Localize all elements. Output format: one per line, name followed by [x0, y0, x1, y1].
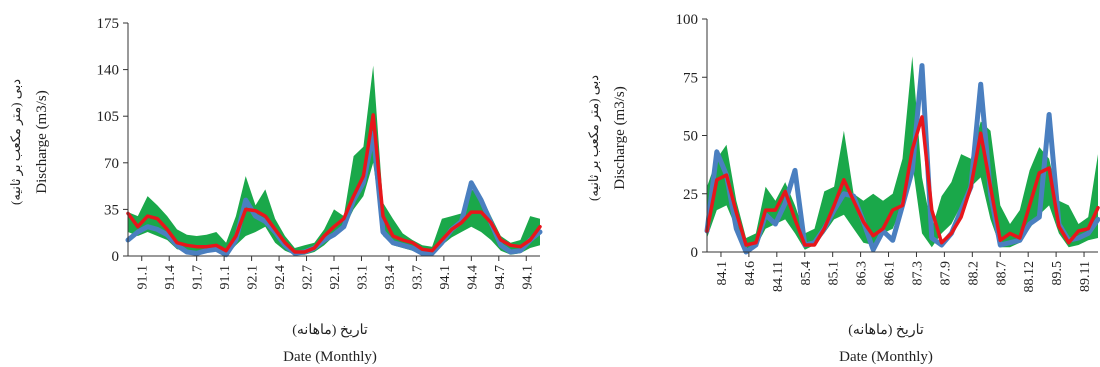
right-x-tick-label: 88.7: [994, 261, 1009, 286]
left-x-tick-label: 91.1: [136, 265, 151, 290]
left-x-tick-label: 92.1: [246, 265, 261, 290]
right-y-tick-label: 0: [691, 245, 699, 261]
right-y-tick-label: 100: [676, 12, 699, 28]
left-x-tick-label: 93.7: [410, 265, 425, 290]
left-observed-line: [125, 131, 543, 258]
left-y-tick-label: 70: [104, 156, 119, 172]
left-x-tick-label: 94.1: [520, 265, 535, 290]
left-x-tick-label: 91.1: [218, 265, 233, 290]
right-x-tick-label: 84.1: [715, 261, 730, 286]
left-y-tick-label: 140: [97, 63, 120, 79]
right-x-tick-label: 86.3: [855, 261, 870, 286]
left-y-tick-label: 0: [112, 249, 120, 265]
right-x-tick-label: 88.2: [966, 261, 981, 286]
left-x-tick-label: 94.4: [465, 265, 480, 290]
right-y-label-persian: دبی (متر مکعب بر ثانیه): [586, 75, 602, 201]
right-x-tick-label: 89.5: [1050, 261, 1065, 286]
left-x-tick-label: 94.7: [493, 265, 508, 290]
right-x-tick-label: 87.9: [938, 261, 953, 286]
right-simulated-line: [705, 115, 1100, 247]
right-y-tick-label: 75: [683, 70, 698, 86]
right-x-tick-label: 87.3: [911, 261, 926, 286]
left-x-tick-label: 93.4: [383, 265, 398, 290]
left-x-tick-label: 91.4: [163, 265, 178, 290]
right-y-label: Discharge (m3/s): [612, 86, 628, 189]
right-y-tick-label: 25: [683, 187, 698, 203]
right-x-tick-label: 85.4: [799, 261, 814, 286]
right-x-label: Date (Monthly): [839, 349, 933, 365]
left-simulated-line: [126, 113, 542, 254]
left-x-tick-label: 93.1: [356, 265, 371, 290]
left-x-tick-label: 91.7: [191, 265, 206, 290]
left-y-tick-label: 175: [97, 16, 120, 32]
left-chart: دبی (متر مکعب بر ثانیه) Discharge (m3/s)…: [8, 16, 543, 365]
right-x-tick-label: 85.1: [827, 261, 842, 286]
left-y-label-persian: دبی (متر مکعب بر ثانیه): [8, 79, 24, 205]
left-x-tick-label: 92.1: [328, 265, 343, 290]
right-x-tick-label: 89.11: [1078, 261, 1093, 292]
right-y-tick-label: 50: [683, 129, 698, 145]
right-chart: دبی (متر مکعب بر ثانیه) Discharge (m3/s)…: [586, 12, 1100, 365]
left-x-tick-label: 94.1: [438, 265, 453, 290]
right-x-tick-label: 84.11: [771, 261, 786, 292]
right-x-tick-label: 84.6: [743, 261, 758, 286]
left-x-label: Date (Monthly): [283, 349, 377, 365]
left-x-tick-label: 92.7: [301, 265, 316, 290]
left-y-tick-label: 35: [104, 202, 119, 218]
right-x-tick-label: 86.1: [883, 261, 898, 286]
right-uncertainty-band: [707, 56, 1098, 250]
left-x-tick-label: 92.4: [273, 265, 288, 290]
right-x-label-persian: تاریخ (ماهانه): [848, 323, 924, 338]
left-x-label-persian: تاریخ (ماهانه): [292, 323, 368, 338]
left-y-tick-label: 105: [97, 109, 120, 125]
right-x-tick-label: 88.12: [1022, 261, 1037, 293]
left-y-label: Discharge (m3/s): [34, 90, 50, 193]
